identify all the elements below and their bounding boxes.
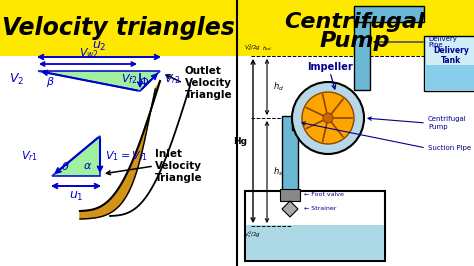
Text: $V_1=V_{f1}$: $V_1=V_{f1}$: [105, 149, 148, 163]
Bar: [280, 189, 300, 201]
Circle shape: [302, 92, 354, 144]
Text: $V_{w2}$: $V_{w2}$: [79, 46, 99, 60]
Text: $u_2$: $u_2$: [92, 40, 106, 53]
Text: $h_s$: $h_s$: [273, 166, 283, 178]
Text: $\Phi$: $\Phi$: [139, 75, 149, 87]
Polygon shape: [282, 201, 298, 217]
Text: $V_{r2}$: $V_{r2}$: [164, 72, 181, 86]
Text: $u_1$: $u_1$: [69, 190, 83, 203]
Text: $V_{f2}$: $V_{f2}$: [120, 72, 137, 86]
Bar: [354, 15, 370, 90]
Bar: [354, 6, 424, 22]
Bar: [425, 65, 474, 90]
Polygon shape: [80, 81, 160, 219]
Polygon shape: [52, 136, 100, 176]
Polygon shape: [38, 71, 160, 91]
Text: Suction Pipe: Suction Pipe: [428, 145, 471, 151]
Text: ← Foot valve: ← Foot valve: [304, 193, 344, 197]
Text: Centrifugal
Pump: Centrifugal Pump: [428, 117, 467, 130]
Text: $V_2$: $V_2$: [9, 72, 24, 86]
Text: Delivery
Pipe: Delivery Pipe: [428, 35, 457, 48]
Text: $\beta$: $\beta$: [46, 75, 55, 89]
Text: $h_d$: $h_d$: [273, 81, 284, 93]
Text: Hg: Hg: [233, 136, 247, 146]
Text: Inlet
Velocity
Triangle: Inlet Velocity Triangle: [155, 149, 202, 182]
Text: Pump: Pump: [320, 31, 390, 51]
Text: ← Strainer: ← Strainer: [304, 206, 337, 211]
Bar: [0, 0, 237, 56]
Text: Centrifugal: Centrifugal: [285, 12, 425, 32]
Text: Delivery
Tank: Delivery Tank: [434, 46, 469, 65]
Text: $V_{r1}$: $V_{r1}$: [21, 149, 38, 163]
Circle shape: [292, 82, 364, 154]
Bar: [245, 191, 385, 261]
Bar: [282, 116, 298, 191]
Bar: [424, 36, 474, 91]
Text: $\alpha$: $\alpha$: [83, 161, 92, 171]
Bar: [237, 0, 474, 56]
Text: Outlet
Velocity
Triangle: Outlet Velocity Triangle: [185, 66, 233, 99]
Text: $h_{vd}$: $h_{vd}$: [262, 44, 272, 53]
Text: $V_d^2/2g$: $V_d^2/2g$: [245, 42, 262, 53]
Bar: [0, 56, 237, 266]
Text: $V_s^2/2g$: $V_s^2/2g$: [245, 229, 262, 240]
Bar: [292, 114, 298, 130]
Text: Impeller: Impeller: [307, 62, 353, 72]
Circle shape: [323, 113, 333, 123]
Bar: [237, 56, 474, 266]
Text: Velocity triangles: Velocity triangles: [1, 16, 235, 40]
Text: $\theta$: $\theta$: [61, 160, 69, 172]
Bar: [246, 225, 384, 260]
